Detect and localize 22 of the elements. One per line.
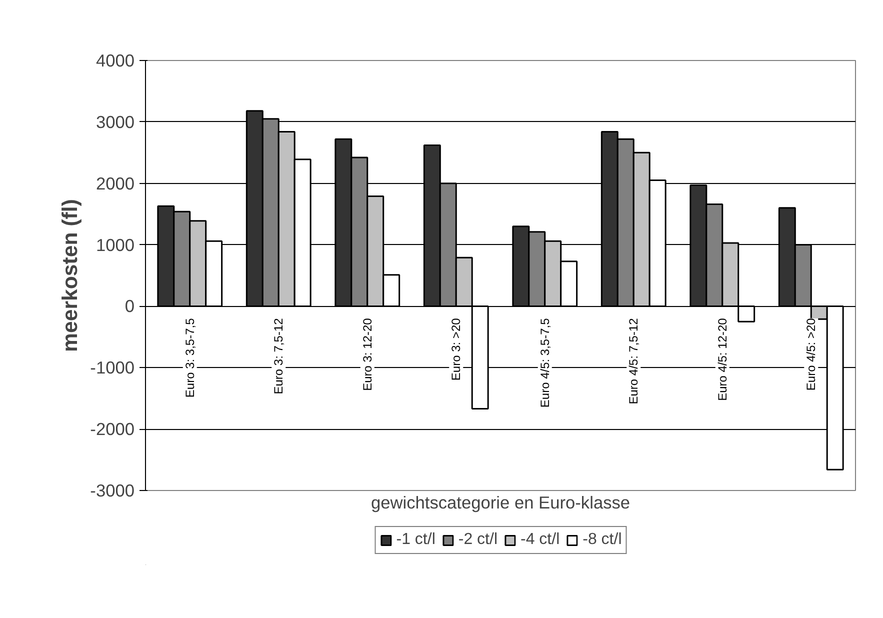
y-tick-label: 0 (124, 296, 135, 316)
legend-label: -8 ct/l (582, 531, 622, 549)
y-tick-label: -3000 (90, 480, 135, 500)
y-tick-label: 3000 (96, 112, 135, 132)
x-tick-label: Euro 4/5: 12-20 (715, 318, 730, 401)
legend-label: -1 ct/l (396, 531, 436, 549)
y-tick-label: 4000 (96, 50, 135, 70)
x-tick-label: Euro 4/5: 7,5-12 (626, 318, 641, 404)
x-tick-label: Euro 3: 3,5-7,5 (182, 318, 197, 398)
y-tick-label: -2000 (90, 419, 135, 440)
y-tick-label: 2000 (96, 173, 135, 194)
x-tick-label: Euro 3: 12-20 (360, 318, 374, 391)
legend-label: -4 ct/l (520, 531, 560, 549)
x-tick-label: Euro 3: >20 (449, 318, 464, 381)
x-axis-title: gewichtscategorie en Euro-klasse (370, 492, 630, 512)
y-axis-title: meerkosten (fl) (58, 199, 82, 352)
legend-label: -2 ct/l (458, 531, 498, 549)
x-tick-label: Euro 4/5: >20 (804, 318, 818, 391)
x-tick-label: Euro 4/5: 3,5-7,5 (538, 318, 552, 408)
y-tick-label: -1000 (90, 358, 135, 378)
y-tick-label: 1000 (96, 234, 135, 255)
x-tick-label: Euro 3: 7,5-12 (272, 318, 286, 394)
